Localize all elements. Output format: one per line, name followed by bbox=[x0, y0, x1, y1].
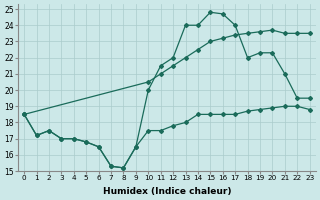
X-axis label: Humidex (Indice chaleur): Humidex (Indice chaleur) bbox=[103, 187, 231, 196]
